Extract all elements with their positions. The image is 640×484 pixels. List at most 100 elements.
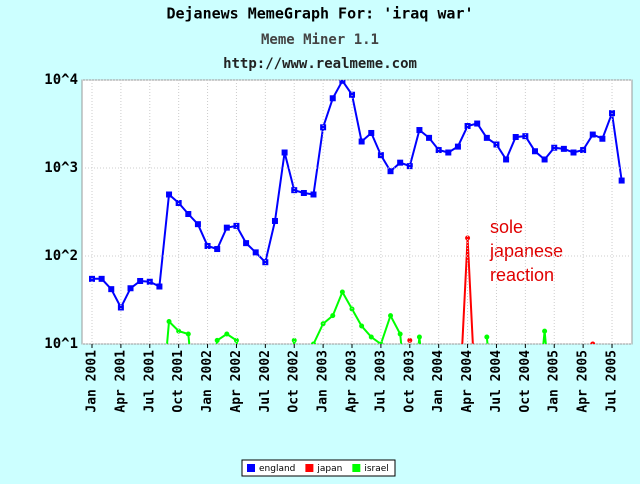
- point: [300, 189, 307, 196]
- point: [590, 341, 596, 344]
- point: [445, 149, 452, 156]
- x-tick-label: Apr 2001: [113, 350, 128, 413]
- x-tick-label: Jan 2001: [85, 350, 100, 413]
- x-tick-label: Apr 2003: [345, 350, 360, 413]
- x-tick-label: Jul 2001: [142, 350, 157, 413]
- point: [416, 334, 422, 340]
- point: [435, 147, 442, 154]
- x-tick-label: Apr 2005: [576, 350, 591, 413]
- point: [281, 149, 288, 156]
- x-tick-label: Oct 2004: [518, 350, 533, 413]
- legend-swatch: [305, 464, 314, 472]
- chart-title: Dejanews MemeGraph For: 'iraq war': [166, 5, 473, 23]
- point: [156, 283, 163, 290]
- point: [397, 159, 404, 166]
- point: [262, 259, 269, 266]
- point: [483, 134, 490, 141]
- point: [157, 430, 162, 435]
- point: [589, 131, 596, 138]
- x-tick-label: Apr 2004: [460, 350, 475, 413]
- point: [291, 337, 297, 343]
- point: [176, 328, 182, 334]
- point: [291, 187, 298, 194]
- legend-label: israel: [364, 464, 388, 474]
- point: [98, 275, 105, 282]
- point: [166, 191, 173, 198]
- point: [224, 331, 230, 337]
- y-tick-label: 10^3: [44, 160, 78, 176]
- point: [349, 91, 356, 98]
- point: [494, 430, 499, 435]
- point: [406, 163, 413, 170]
- point: [233, 337, 239, 343]
- point: [531, 148, 538, 155]
- point: [522, 133, 529, 140]
- x-tick-label: Jul 2005: [605, 350, 620, 413]
- x-tick-label: Jan 2004: [431, 350, 446, 413]
- x-tick-label: Jan 2003: [316, 350, 331, 413]
- point: [388, 313, 394, 319]
- point: [474, 120, 481, 127]
- chart-url: http://www.realmeme.com: [223, 56, 417, 72]
- x-tick-label: Jul 2003: [373, 350, 388, 413]
- point: [599, 135, 606, 142]
- plot-content: [89, 80, 625, 435]
- point: [330, 313, 336, 319]
- x-tick-label: Oct 2001: [171, 350, 186, 413]
- annotation: sole: [490, 217, 523, 237]
- point: [570, 149, 577, 156]
- point: [551, 144, 558, 151]
- point: [185, 331, 191, 337]
- y-tick-label: 10^2: [44, 248, 78, 264]
- point: [368, 129, 375, 136]
- point: [407, 337, 413, 343]
- point: [282, 430, 287, 435]
- annotation: reaction: [490, 265, 554, 285]
- legend-swatch: [352, 464, 361, 472]
- point: [580, 147, 587, 154]
- chart-subtitle: Meme Miner 1.1: [261, 32, 379, 48]
- point: [271, 217, 278, 224]
- point: [618, 177, 625, 184]
- point: [427, 430, 432, 435]
- point: [127, 285, 134, 292]
- point: [397, 331, 403, 337]
- point: [223, 224, 230, 231]
- legend-label: england: [259, 464, 295, 474]
- point: [407, 430, 412, 435]
- x-tick-label: Apr 2002: [229, 350, 244, 413]
- series-line: [166, 289, 547, 344]
- point: [475, 430, 480, 435]
- point: [214, 246, 221, 253]
- point: [416, 127, 423, 134]
- point: [503, 156, 510, 163]
- point: [560, 145, 567, 152]
- point: [310, 341, 316, 344]
- point: [166, 319, 172, 325]
- point: [378, 341, 384, 344]
- y-tick-label: 10^1: [44, 336, 78, 352]
- x-tick-label: Oct 2002: [287, 350, 302, 413]
- y-tick-label: 10^4: [44, 72, 78, 88]
- x-tick-label: Jul 2002: [258, 350, 273, 413]
- point: [205, 430, 210, 435]
- point: [484, 334, 490, 340]
- point: [233, 222, 240, 229]
- x-tick-label: Jan 2002: [200, 350, 215, 413]
- point: [214, 337, 220, 343]
- annotation: japanese: [489, 241, 563, 261]
- point: [194, 221, 201, 228]
- point: [137, 277, 144, 284]
- point: [252, 249, 259, 256]
- point: [387, 168, 394, 175]
- legend-label: japan: [316, 464, 342, 474]
- point: [243, 240, 250, 247]
- point: [454, 143, 461, 150]
- point: [368, 334, 374, 340]
- point: [301, 430, 306, 435]
- point: [493, 141, 500, 148]
- x-tick-label: Jan 2005: [547, 350, 562, 413]
- point: [320, 124, 327, 131]
